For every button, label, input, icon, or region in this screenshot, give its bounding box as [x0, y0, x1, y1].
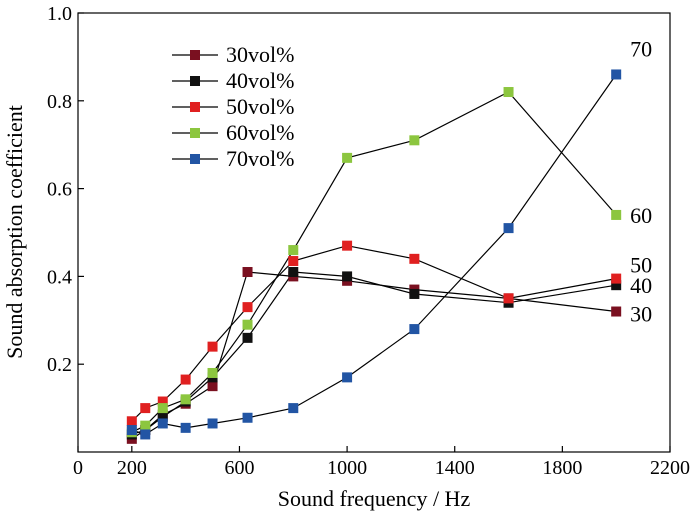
data-point	[207, 418, 218, 429]
x-tick-label: 1800	[542, 457, 582, 479]
legend-label: 70vol%	[226, 146, 294, 171]
legend: 30vol%40vol%50vol%60vol%70vol%	[172, 42, 294, 171]
data-point	[503, 293, 514, 304]
x-tick-label: 600	[224, 457, 254, 479]
legend-label: 60vol%	[226, 120, 294, 145]
plot-frame	[77, 12, 671, 453]
legend-marker	[190, 154, 200, 164]
series-end-label: 40	[630, 273, 652, 298]
series-end-label: 60	[630, 203, 652, 228]
series-line	[131, 245, 617, 422]
legend-marker	[190, 102, 200, 112]
data-point	[180, 422, 191, 433]
x-tick-label: 0	[73, 457, 83, 479]
data-point	[409, 135, 420, 146]
x-axis-title: Sound frequency / Hz	[278, 486, 471, 511]
data-point	[157, 411, 168, 422]
data-point	[611, 209, 622, 220]
data-point	[611, 280, 622, 291]
data-point	[157, 418, 168, 429]
data-point	[611, 306, 622, 317]
x-tick-label: 1000	[327, 457, 367, 479]
y-tick-label: 0.2	[47, 354, 72, 376]
legend-label: 40vol%	[226, 68, 294, 93]
data-point	[140, 420, 151, 431]
data-point	[503, 223, 514, 234]
data-point	[242, 412, 253, 423]
data-point	[140, 403, 151, 414]
series-line	[131, 271, 617, 435]
data-point	[242, 302, 253, 313]
legend-label: 30vol%	[226, 42, 294, 67]
series-end-label: 30	[630, 302, 652, 327]
data-point	[157, 396, 168, 407]
series-line	[131, 91, 617, 433]
x-tick-label: 1400	[435, 457, 475, 479]
data-point	[207, 381, 218, 392]
data-point	[242, 267, 253, 278]
data-point	[126, 416, 137, 427]
series-lines	[131, 74, 617, 440]
data-point	[126, 425, 137, 436]
series-end-label: 70	[630, 36, 652, 61]
legend-marker	[190, 76, 200, 86]
data-point	[180, 374, 191, 385]
data-point	[342, 240, 353, 251]
y-tick-label: 0.8	[47, 91, 72, 113]
x-tick-label: 200	[117, 457, 147, 479]
data-point	[409, 288, 420, 299]
data-point	[409, 253, 420, 264]
y-tick-label: 1.0	[47, 3, 72, 25]
legend-label: 50vol%	[226, 94, 294, 119]
data-point	[207, 341, 218, 352]
legend-marker	[190, 50, 200, 60]
data-point	[342, 271, 353, 282]
data-point	[180, 394, 191, 405]
y-axis-title: Sound absorption coefficient	[2, 105, 27, 359]
data-point	[207, 367, 218, 378]
legend-marker	[190, 128, 200, 138]
data-point	[503, 87, 514, 98]
data-point	[611, 273, 622, 284]
y-tick-label: 0.4	[47, 266, 72, 288]
axis-ticks: 0 200 600 1000 1400 1800 2200 0.2 0.4 0.6 0.8 1.0	[47, 3, 690, 479]
data-point	[288, 403, 299, 414]
y-tick-label: 0.6	[47, 179, 72, 201]
data-point	[242, 319, 253, 330]
data-point	[342, 152, 353, 163]
series-end-label: 50	[630, 253, 652, 278]
data-point	[157, 403, 168, 414]
data-point	[288, 267, 299, 278]
x-tick-label: 2200	[650, 457, 690, 479]
data-point	[342, 372, 353, 383]
data-point	[409, 324, 420, 335]
data-point	[288, 256, 299, 267]
series-markers	[126, 69, 622, 444]
data-point	[140, 429, 151, 440]
data-point	[288, 245, 299, 256]
data-point	[611, 69, 622, 80]
data-point	[242, 332, 253, 343]
